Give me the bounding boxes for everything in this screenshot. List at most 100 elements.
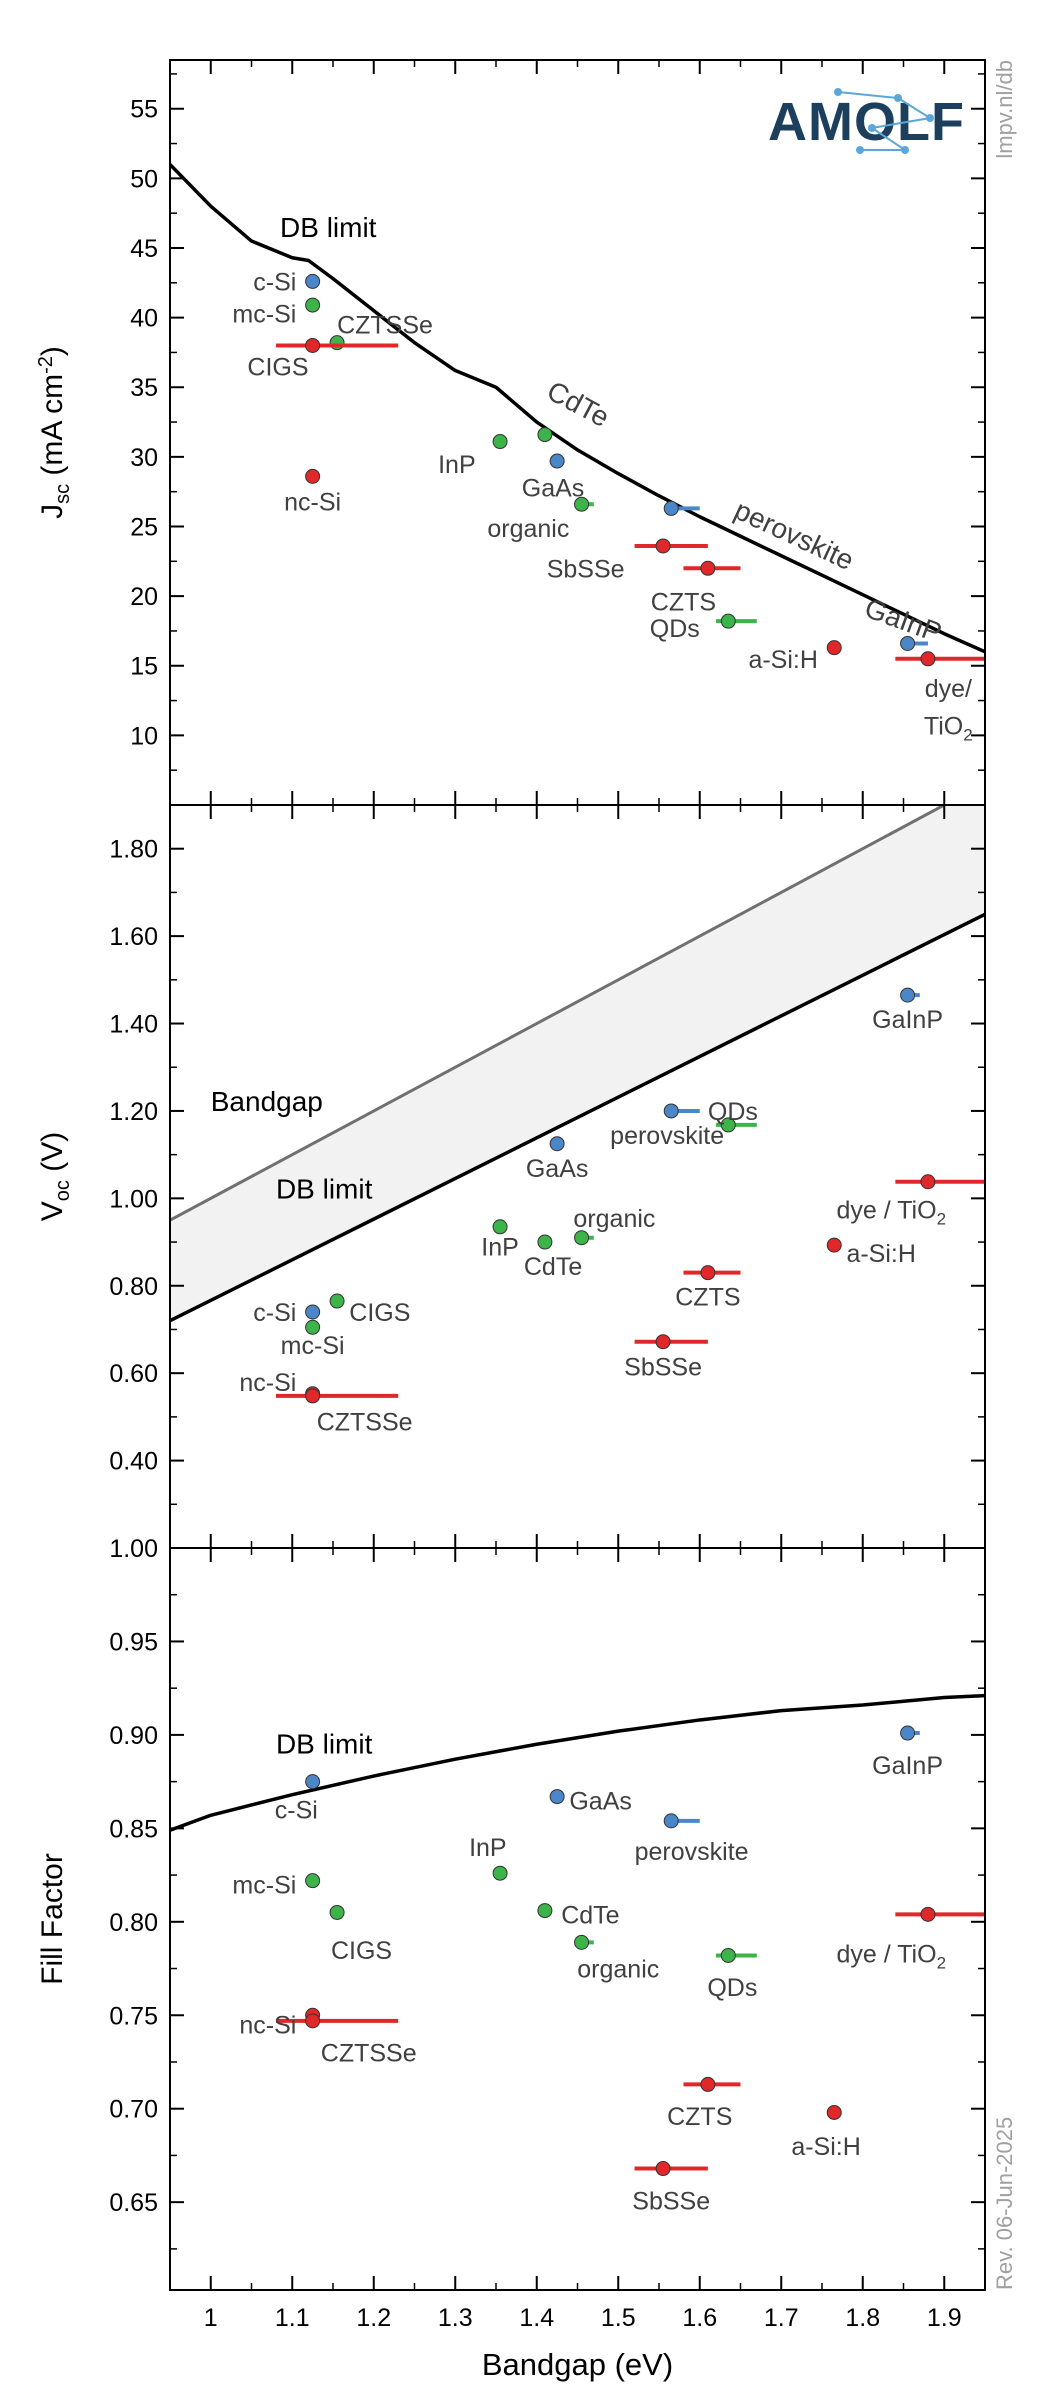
x-tick-label: 1.9: [927, 2304, 962, 2332]
bandgap-region: [170, 805, 985, 1321]
y-tick-label: 1.40: [109, 1011, 158, 1039]
x-tick-label: 1.4: [519, 2304, 554, 2332]
point-label: GaAs: [569, 1787, 632, 1815]
y-axis-label: Voc (V): [36, 1132, 74, 1221]
data-point: [655, 538, 671, 554]
data-point: [663, 1813, 679, 1829]
logo-network-node: [868, 124, 876, 132]
data-point: [549, 1136, 565, 1152]
x-tick-label: 1: [204, 2304, 218, 2332]
point-label: mc-Si: [232, 1871, 296, 1899]
data-point: [720, 1947, 736, 1963]
y-tick-label: 20: [130, 583, 158, 611]
logo-network-node: [894, 94, 902, 102]
db-limit-curve: [170, 163, 985, 654]
point-label: SbSSe: [624, 1354, 702, 1382]
y-tick-label: 1.80: [109, 836, 158, 864]
data-point: [663, 1103, 679, 1119]
curve-label: DB limit: [276, 1729, 373, 1760]
point-label: dye / TiO2: [837, 1941, 947, 1973]
data-point: [700, 560, 716, 576]
y-tick-label: 45: [130, 235, 158, 263]
point-label: InP: [469, 1834, 507, 1862]
data-point: [549, 453, 565, 469]
point-label: c-Si: [253, 1299, 296, 1327]
data-point: [549, 1789, 565, 1805]
point-label: a-Si:H: [748, 646, 817, 674]
x-tick-label: 1.5: [601, 2304, 636, 2332]
point-label: nc-Si: [284, 488, 341, 516]
point-label: dye / TiO2: [837, 1196, 947, 1228]
data-point: [826, 1237, 842, 1253]
point-label: SbSSe: [547, 555, 625, 583]
point-label: organic: [577, 1956, 659, 1984]
point-label: mc-Si: [281, 1332, 345, 1360]
y-tick-label: 25: [130, 513, 158, 541]
point-label: GaInP: [872, 1006, 943, 1034]
data-point: [920, 1174, 936, 1190]
data-point: [305, 2013, 321, 2029]
y-tick-label: 0.80: [109, 1909, 158, 1937]
point-label: perovskite: [635, 1838, 749, 1866]
x-tick-label: 1.8: [845, 2304, 880, 2332]
point-label: dye/: [925, 675, 972, 703]
data-point: [492, 434, 508, 450]
x-tick-label: 1.7: [764, 2304, 799, 2332]
y-tick-label: 30: [130, 444, 158, 472]
logo-network-node: [926, 114, 934, 122]
data-point: [655, 1334, 671, 1350]
db-limit-curve: [170, 912, 985, 1323]
plot-area-jsc: [170, 163, 985, 667]
y-tick-label: 15: [130, 653, 158, 681]
y-tick-label: 0.75: [109, 2002, 158, 2030]
logo-network-node: [901, 146, 909, 154]
data-point: [700, 1265, 716, 1281]
y-tick-label: 55: [130, 96, 158, 124]
y-tick-label: 10: [130, 722, 158, 750]
y-tick-label: 0.90: [109, 1722, 158, 1750]
y-tick-label: 1.00: [109, 1535, 158, 1563]
data-point: [305, 1774, 321, 1790]
y-axis-label: Fill Factor: [36, 1853, 69, 1985]
y-tick-label: 0.70: [109, 2096, 158, 2124]
point-label: CZTS: [651, 589, 716, 617]
data-point: [720, 1117, 736, 1133]
y-tick-label: 40: [130, 305, 158, 333]
bandgap-line: [170, 805, 948, 1222]
data-point: [900, 1725, 916, 1741]
data-point: [655, 2161, 671, 2177]
y-tick-label: 0.95: [109, 1628, 158, 1656]
data-point: [826, 2104, 842, 2120]
data-point: [920, 1906, 936, 1922]
point-label: GaInP: [872, 1752, 943, 1780]
point-label: perovskite: [610, 1122, 724, 1150]
point-label: CZTSSe: [321, 2040, 417, 2068]
point-label: InP: [438, 451, 476, 479]
y-tick-label: 1.60: [109, 923, 158, 951]
data-point: [329, 1904, 345, 1920]
data-point: [574, 1934, 590, 1950]
data-point: [920, 651, 936, 667]
y-axis-label: Jsc (mA cm-2): [35, 346, 74, 519]
point-label: CIGS: [349, 1299, 410, 1327]
data-point: [305, 297, 321, 313]
point-label: organic: [573, 1205, 655, 1233]
data-point: [720, 613, 736, 629]
db-limit-curve: [170, 1693, 985, 1832]
data-point: [492, 1865, 508, 1881]
plot-area-voc: [170, 805, 985, 1404]
data-point: [663, 500, 679, 516]
source-text: lmpv.nl/db: [992, 60, 1017, 159]
data-point: [305, 337, 321, 353]
point-label: nc-Si: [239, 1369, 296, 1397]
curve-label: CdTe: [542, 375, 614, 433]
data-point: [305, 1388, 321, 1404]
point-label: GaAs: [522, 475, 585, 503]
y-tick-label: 0.60: [109, 1360, 158, 1388]
point-label: organic: [487, 515, 569, 543]
point-label: TiO2: [924, 713, 973, 745]
axes-frame: [169, 59, 986, 806]
